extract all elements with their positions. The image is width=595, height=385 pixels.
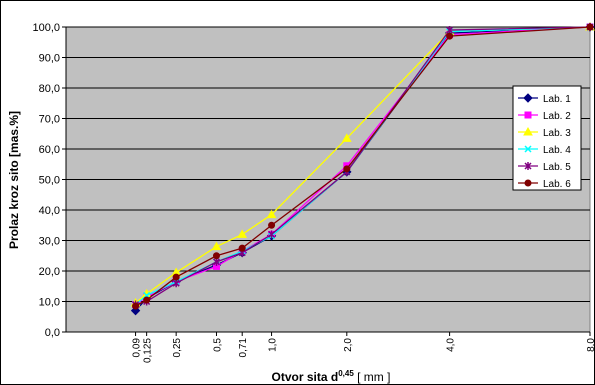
y-tick-label: 30,0 [39, 236, 60, 248]
x-tick-label: 1,0 [268, 338, 279, 352]
data-point [237, 229, 248, 238]
data-point [341, 133, 352, 142]
legend-item: Lab. 3 [518, 126, 571, 139]
y-tick-label: 70,0 [39, 114, 60, 126]
data-point [268, 230, 276, 239]
gridlines [66, 26, 590, 302]
data-point [586, 23, 594, 31]
legend-marker [524, 162, 532, 170]
data-point [172, 273, 180, 281]
x-axis-title: Otvor sita d0,45 [ mm ] [272, 369, 391, 384]
legend-label: Lab. 4 [543, 145, 571, 156]
x-axis-title-exponent: 0,45 [338, 369, 354, 378]
y-tick-label: 80,0 [39, 83, 60, 95]
y-tick-label: 90,0 [39, 53, 60, 65]
legend-label: Lab. 6 [543, 179, 571, 190]
x-tick-label: 0,125 [143, 338, 154, 363]
legend-marker [524, 145, 532, 153]
x-tick-label: 0,5 [212, 338, 223, 352]
data-point [268, 221, 276, 229]
legend-marker [524, 179, 532, 187]
x-axis: 0,09 0,125 0,25 0,5 0,71 1,0 2,0 4,0 8,0 [66, 331, 595, 363]
legend-label: Lab. 5 [543, 162, 571, 173]
legend-item: Lab. 4 [518, 145, 571, 156]
legend-item: Lab. 5 [518, 162, 571, 173]
data-point [238, 244, 246, 252]
legend-item: Lab. 6 [518, 179, 571, 190]
data-point [343, 165, 351, 173]
data-point [212, 252, 220, 260]
x-axis-title-prefix: Otvor sita d [272, 370, 339, 384]
y-tick-label: 100,0 [32, 22, 60, 34]
y-axis: 0,0 10,0 20,0 30,0 40,0 50,0 60,0 70,0 80,0 90,0 1… [32, 22, 67, 339]
data-point [211, 241, 222, 251]
y-axis-title: Prolaz kroz sito [mas.%] [7, 111, 21, 249]
legend-label: Lab. 2 [543, 111, 571, 122]
series-6 [132, 23, 594, 310]
x-tick-label: 0,71 [238, 338, 249, 358]
x-tick-label: 0,09 [132, 338, 143, 358]
y-tick-label: 40,0 [39, 205, 60, 217]
legend-marker [523, 126, 533, 136]
y-tick-label: 0,0 [45, 327, 60, 339]
x-tick-label: 0,25 [172, 338, 183, 358]
legend-marker [524, 111, 532, 119]
data-point [132, 302, 140, 310]
legend-label: Lab. 3 [543, 128, 571, 139]
y-tick-label: 60,0 [39, 144, 60, 156]
x-axis-title-unit: [ mm ] [354, 370, 391, 384]
x-tick-label: 2,0 [343, 338, 354, 352]
y-tick-label: 10,0 [39, 297, 60, 309]
series-layer [130, 21, 595, 316]
y-tick-label: 20,0 [39, 266, 60, 278]
legend-label: Lab. 1 [543, 94, 571, 105]
y-tick-label: 50,0 [39, 175, 60, 187]
x-tick-label: 8,0 [586, 338, 595, 352]
data-point [446, 32, 454, 40]
legend-item: Lab. 1 [518, 93, 571, 105]
data-point [143, 296, 151, 304]
legend: Lab. 1 Lab. 2 Lab. 3 Lab. 4 Lab. 5 Lab. 6 [512, 85, 582, 191]
data-point [266, 209, 277, 219]
legend-box [512, 85, 582, 191]
legend-marker [523, 93, 533, 103]
x-tick-label: 4,0 [446, 338, 457, 352]
legend-item: Lab. 2 [518, 111, 571, 122]
